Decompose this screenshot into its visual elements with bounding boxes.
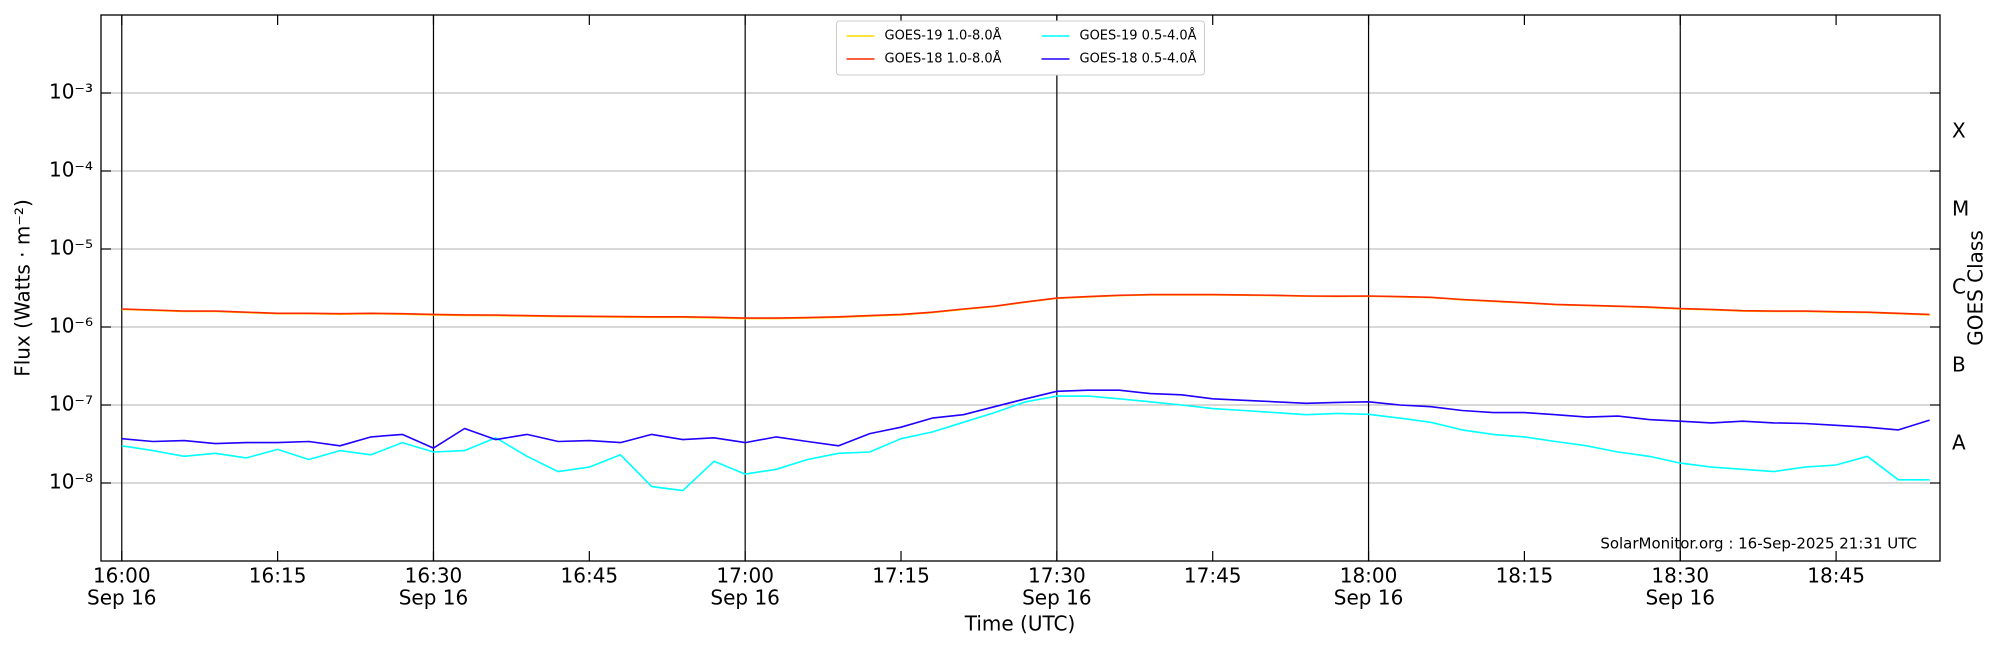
x-tick-label: 18:45 [1807,564,1865,588]
x-tick-date: Sep 16 [1334,586,1404,610]
x-tick-label: 18:30 [1651,564,1709,588]
x-tick-label: 17:45 [1184,564,1242,588]
legend-label: GOES-19 1.0-8.0Å [885,28,1002,44]
series-line [121,395,1930,492]
y-tick-label: 10⁻³ [49,80,93,104]
legend: GOES-19 1.0-8.0Å GOES-18 1.0-8.0Å GOES-19 … [836,20,1205,76]
y-tick-label: 10⁻⁵ [49,236,93,260]
y-tick-label: 10⁻⁴ [49,158,93,182]
x-tick-label: 17:15 [872,564,930,588]
x-tick-date: Sep 16 [1022,586,1092,610]
x-tick-date: Sep 16 [1645,586,1715,610]
y2-tick-label: A [1952,431,1966,455]
x-tick-label: 17:00 [716,564,774,588]
x-tick-label: 18:00 [1340,564,1398,588]
y-axis-label: Flux (Watts · m⁻²) [11,199,35,377]
series-line [121,389,1930,449]
y2-tick-label: X [1952,119,1966,143]
y2-tick-label: M [1952,197,1969,221]
x-tick-label: 17:30 [1028,564,1086,588]
x-tick-date: Sep 16 [399,586,469,610]
y2-tick-label: C [1952,275,1966,299]
plot-frame [100,14,1941,562]
x-tick-date: Sep 16 [710,586,780,610]
legend-label: GOES-18 0.5-4.0Å [1080,51,1197,67]
grid-layer [101,15,1940,561]
y2-axis-label: GOES Class [1964,230,1988,346]
y-tick-label: 10⁻⁸ [49,470,93,494]
line-layer [121,293,1930,492]
legend-box [836,20,1205,76]
series-line [121,293,1930,319]
y-tick-label: 10⁻⁷ [49,392,93,416]
legend-label: GOES-18 1.0-8.0Å [885,51,1002,67]
y-tick-label: 10⁻⁶ [49,314,93,338]
x-tick-label: 16:30 [405,564,463,588]
legend-label: GOES-19 0.5-4.0Å [1080,28,1197,44]
annotation: SolarMonitor.org : 16-Sep-2025 21:31 UTC [1600,535,1917,553]
x-tick-label: 16:00 [93,564,151,588]
x-axis-label: Time (UTC) [964,612,1076,636]
x-tick-label: 16:45 [561,564,619,588]
y2-tick-label: B [1952,353,1966,377]
x-tick-label: 18:15 [1496,564,1554,588]
x-tick-label: 16:15 [249,564,307,588]
x-tick-date: Sep 16 [87,586,157,610]
